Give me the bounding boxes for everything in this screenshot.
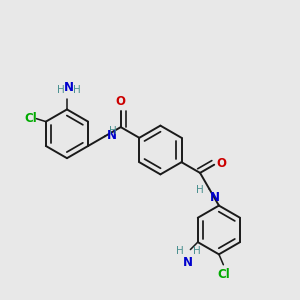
Text: Cl: Cl — [217, 268, 230, 281]
Text: H: H — [73, 85, 80, 95]
Text: H: H — [109, 126, 117, 136]
Text: H: H — [193, 246, 201, 256]
Text: H: H — [196, 185, 204, 195]
Text: N: N — [106, 129, 117, 142]
Text: Cl: Cl — [25, 112, 38, 125]
Text: N: N — [64, 81, 74, 94]
Text: O: O — [217, 157, 226, 170]
Text: N: N — [210, 191, 220, 204]
Text: H: H — [57, 85, 64, 95]
Text: N: N — [183, 256, 193, 268]
Text: H: H — [176, 246, 184, 256]
Text: O: O — [116, 95, 126, 108]
